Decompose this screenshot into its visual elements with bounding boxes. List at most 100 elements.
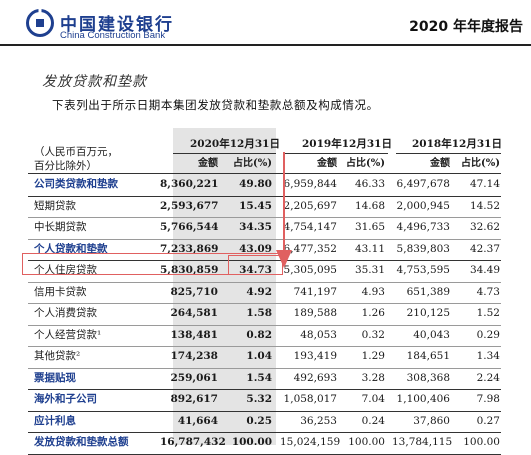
row-value: 1.26 — [361, 307, 385, 319]
row-value: 48,053 — [300, 328, 337, 341]
row-value: 0.25 — [246, 414, 272, 427]
col-date-2020: 2020年12月31日 — [190, 138, 280, 150]
row-value: 7.04 — [361, 393, 385, 405]
header-underline-2018 — [396, 153, 501, 154]
row-label: 短期贷款 — [34, 199, 76, 212]
col-amount-2019: 金额 — [317, 158, 337, 169]
row-label: 中长期贷款 — [34, 221, 87, 233]
row-value: 174,238 — [170, 350, 219, 362]
row-value: 34.35 — [239, 221, 272, 233]
row-divider — [28, 303, 501, 304]
row-label: 个人住房贷款 — [34, 264, 97, 276]
bank-name-en: China Construction Bank — [60, 30, 166, 41]
row-value: 43.09 — [239, 242, 272, 255]
highlight-column-2020 — [173, 128, 276, 445]
col-amount-2020: 金额 — [198, 158, 218, 169]
row-value: 184,651 — [406, 350, 450, 362]
row-value: 13,784,115 — [392, 436, 453, 448]
unit-label-line1: （人民币百万元， — [34, 146, 118, 158]
row-label: 其他贷款² — [34, 350, 81, 362]
row-label: 信用卡贷款 — [34, 285, 87, 298]
row-divider — [28, 346, 501, 347]
row-divider — [28, 367, 501, 369]
row-value: 2,205,697 — [283, 199, 337, 212]
row-value: 741,197 — [293, 285, 337, 298]
row-value: 7.98 — [476, 393, 500, 405]
row-value: 1,100,406 — [396, 393, 450, 405]
row-divider — [28, 410, 501, 412]
row-value: 5,839,803 — [396, 242, 450, 255]
row-value: 15.45 — [239, 199, 272, 212]
row-value: 0.24 — [361, 414, 385, 427]
col-pct-2019: 占比(%) — [346, 158, 385, 169]
row-value: 1.04 — [246, 350, 272, 362]
row-value: 892,617 — [170, 393, 219, 405]
row-divider — [28, 238, 501, 240]
row-label: 票据贴现 — [34, 371, 76, 384]
row-value: 2,000,945 — [396, 199, 450, 212]
row-value: 34.73 — [239, 264, 272, 276]
row-value: 4.92 — [246, 285, 272, 298]
row-value: 6,959,844 — [283, 178, 337, 190]
row-value: 49.80 — [239, 178, 272, 190]
row-value: 43.11 — [354, 242, 385, 255]
header-underline-2019 — [285, 153, 388, 154]
row-value: 492,693 — [293, 371, 337, 384]
row-value: 14.68 — [354, 199, 385, 212]
row-value: 138,481 — [170, 328, 219, 341]
row-value: 6,497,678 — [396, 178, 450, 190]
row-value: 6,477,352 — [283, 242, 337, 255]
row-value: 308,368 — [406, 371, 450, 384]
row-value: 4,754,147 — [283, 221, 337, 233]
row-value: 8,360,221 — [160, 178, 219, 190]
row-value: 5,830,859 — [160, 264, 219, 276]
row-divider — [28, 260, 501, 261]
row-value: 1,058,017 — [283, 393, 337, 405]
highlight-cell-box — [228, 255, 283, 275]
row-divider — [28, 324, 501, 326]
row-value: 4.93 — [361, 285, 385, 298]
row-divider — [28, 389, 501, 390]
row-value: 264,581 — [170, 307, 219, 319]
row-divider — [28, 432, 501, 433]
row-value: 2,593,677 — [160, 199, 219, 212]
col-date-2019: 2019年12月31日 — [302, 138, 392, 150]
row-value: 46.33 — [354, 178, 385, 190]
loans-table: （人民币百万元， 百分比除外） 2020年12月31日 2019年12月31日 … — [22, 128, 502, 455]
row-value: 35.31 — [354, 264, 385, 276]
row-value: 36,253 — [300, 414, 337, 427]
row-value: 3.28 — [361, 371, 385, 384]
unit-label-line2: 百分比除外） — [34, 160, 97, 172]
row-value: 16,787,432 — [160, 436, 226, 448]
header-bottom-rule — [28, 173, 501, 174]
bank-name-cn: 中国建设银行 — [60, 15, 174, 35]
row-value: 2.24 — [476, 371, 500, 384]
row-value: 32.62 — [469, 221, 500, 233]
row-label: 个人贷款和垫款 — [34, 242, 108, 255]
row-value: 5,305,095 — [283, 264, 337, 276]
row-value: 0.82 — [246, 328, 272, 341]
row-value: 41,664 — [177, 414, 218, 427]
row-value: 0.29 — [476, 328, 500, 341]
header-divider — [0, 44, 531, 46]
row-divider — [28, 281, 501, 283]
header-underline-2020 — [173, 153, 276, 154]
row-divider — [28, 217, 501, 218]
row-value: 1.58 — [246, 307, 272, 319]
section-title: 发放贷款和垫款 — [42, 74, 147, 90]
row-value: 4,753,595 — [396, 264, 450, 276]
row-label: 海外和子公司 — [34, 393, 97, 405]
page-header: 中国建设银行 China Construction Bank 2020 年年度报… — [0, 0, 531, 46]
row-label: 应计利息 — [34, 414, 76, 427]
row-value: 259,061 — [170, 371, 219, 384]
row-label: 公司类贷款和垫款 — [34, 178, 118, 190]
row-divider — [28, 195, 501, 197]
row-value: 0.32 — [361, 328, 385, 341]
row-value: 4.73 — [476, 285, 500, 298]
row-value: 40,043 — [413, 328, 450, 341]
annotation-arrow-icon — [276, 152, 292, 268]
report-title: 2020 年年度报告 — [409, 19, 523, 35]
row-divider — [28, 453, 501, 455]
col-date-2018: 2018年12月31日 — [412, 138, 502, 150]
row-value: 651,389 — [406, 285, 450, 298]
